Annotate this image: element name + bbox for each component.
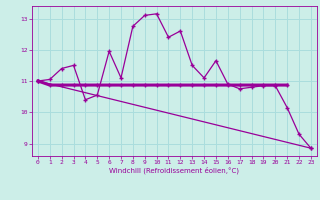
X-axis label: Windchill (Refroidissement éolien,°C): Windchill (Refroidissement éolien,°C): [109, 167, 239, 174]
